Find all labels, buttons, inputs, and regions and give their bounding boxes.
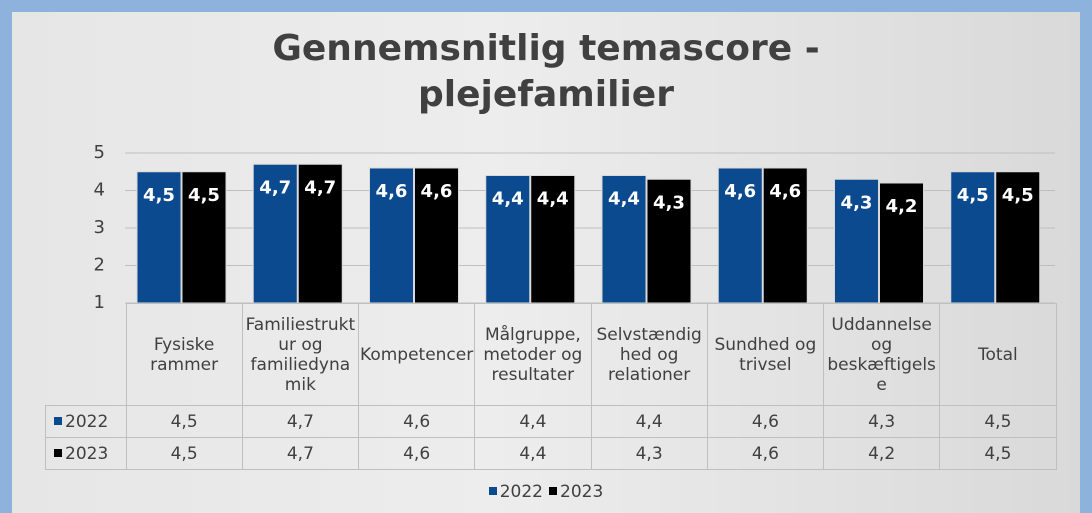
data-label: 4,6	[724, 181, 756, 202]
x-tick-label: Kompetencer	[357, 303, 476, 406]
table-header-row: Fysiske rammer Familiestruktur og familie…	[45, 303, 1057, 406]
data-table: Fysiske rammer Familiestruktur og familie…	[45, 303, 1057, 470]
bar	[297, 163, 343, 304]
bar	[717, 167, 763, 304]
table-row-header: 2023	[45, 437, 127, 470]
table-cell: 4,6	[357, 437, 476, 470]
x-tick-label: Selvstændighed og relationer	[590, 303, 708, 406]
bar	[530, 175, 576, 304]
data-label: 4,6	[376, 181, 408, 202]
bar	[995, 171, 1041, 304]
legend-key	[549, 487, 557, 495]
table-cell: 4,2	[822, 437, 941, 470]
data-label: 4,5	[957, 185, 989, 206]
x-tick-label: Familiestruktur og familiedynamik	[241, 303, 360, 406]
table-cell: 4,7	[241, 405, 360, 438]
y-tick-label: 2	[94, 255, 105, 276]
bar	[879, 182, 924, 304]
legend-item: 2023	[549, 482, 603, 502]
legend-label: 2023	[560, 482, 604, 502]
legend: 2022 2023	[0, 482, 1092, 502]
legend-key	[488, 487, 497, 495]
data-label: 4,7	[259, 177, 291, 198]
x-tick-label: Total	[939, 303, 1057, 406]
table-cell: 4,4	[590, 405, 708, 438]
table-cell: 4,6	[706, 437, 825, 470]
data-label: 4,3	[653, 192, 685, 213]
table-cell: 4,3	[822, 405, 941, 438]
table-cell: 4,4	[474, 405, 592, 438]
y-tick-label: 3	[94, 217, 105, 238]
table-row: 2023 4,5 4,7 4,6 4,4 4,3 4,6 4,2 4,5	[45, 437, 1057, 470]
table-cell: 4,5	[939, 437, 1057, 470]
table-cell: 4,6	[357, 405, 476, 438]
bar	[834, 178, 879, 304]
data-label: 4,6	[769, 181, 801, 202]
data-label: 4,6	[421, 181, 453, 202]
series-name: 2023	[65, 443, 109, 464]
table-cell: 4,5	[125, 405, 243, 438]
legend-key	[54, 416, 62, 425]
bar	[950, 171, 996, 304]
series-name: 2022	[65, 411, 109, 432]
data-label: 4,4	[492, 189, 524, 210]
bar	[369, 167, 414, 304]
x-tick-label: Fysiske rammer	[125, 303, 243, 406]
bar	[601, 175, 647, 304]
legend-item: 2022	[488, 482, 543, 502]
data-label: 4,5	[1002, 185, 1034, 206]
data-label: 4,4	[608, 189, 640, 210]
bar	[414, 167, 459, 304]
table-cell: 4,7	[241, 437, 360, 470]
table-row-header: 2022	[45, 405, 127, 438]
data-label: 4,5	[143, 185, 175, 206]
data-label: 4,3	[841, 192, 873, 213]
table-cell: 4,5	[125, 437, 243, 470]
data-label: 4,2	[886, 196, 918, 217]
x-tick-label: Sundhed og trivsel	[706, 303, 825, 406]
bar	[181, 171, 227, 304]
table-corner	[45, 303, 127, 406]
chart-title: Gennemsnitlig temascore - plejefamilier	[272, 28, 820, 115]
legend-key	[54, 448, 62, 457]
table-cell: 4,5	[939, 405, 1057, 438]
y-tick-label: 1	[94, 292, 105, 313]
x-tick-label: Uddannelse og beskæftigelse	[822, 303, 941, 406]
bar	[762, 167, 808, 304]
x-tick-label: Målgruppe, metoder og resultater	[474, 303, 592, 406]
table-row: 2022 4,5 4,7 4,6 4,4 4,4 4,6 4,3 4,5	[45, 405, 1057, 438]
data-label: 4,5	[188, 185, 220, 206]
data-label: 4,7	[304, 177, 336, 198]
y-tick-label: 4	[94, 180, 105, 201]
table-cell: 4,3	[590, 437, 708, 470]
table-cell: 4,6	[706, 405, 825, 438]
bar	[136, 171, 182, 304]
data-label: 4,4	[537, 189, 569, 210]
y-tick-label: 5	[94, 142, 105, 163]
table-cell: 4,4	[474, 437, 592, 470]
legend-label: 2022	[499, 482, 543, 502]
bar	[252, 163, 298, 304]
